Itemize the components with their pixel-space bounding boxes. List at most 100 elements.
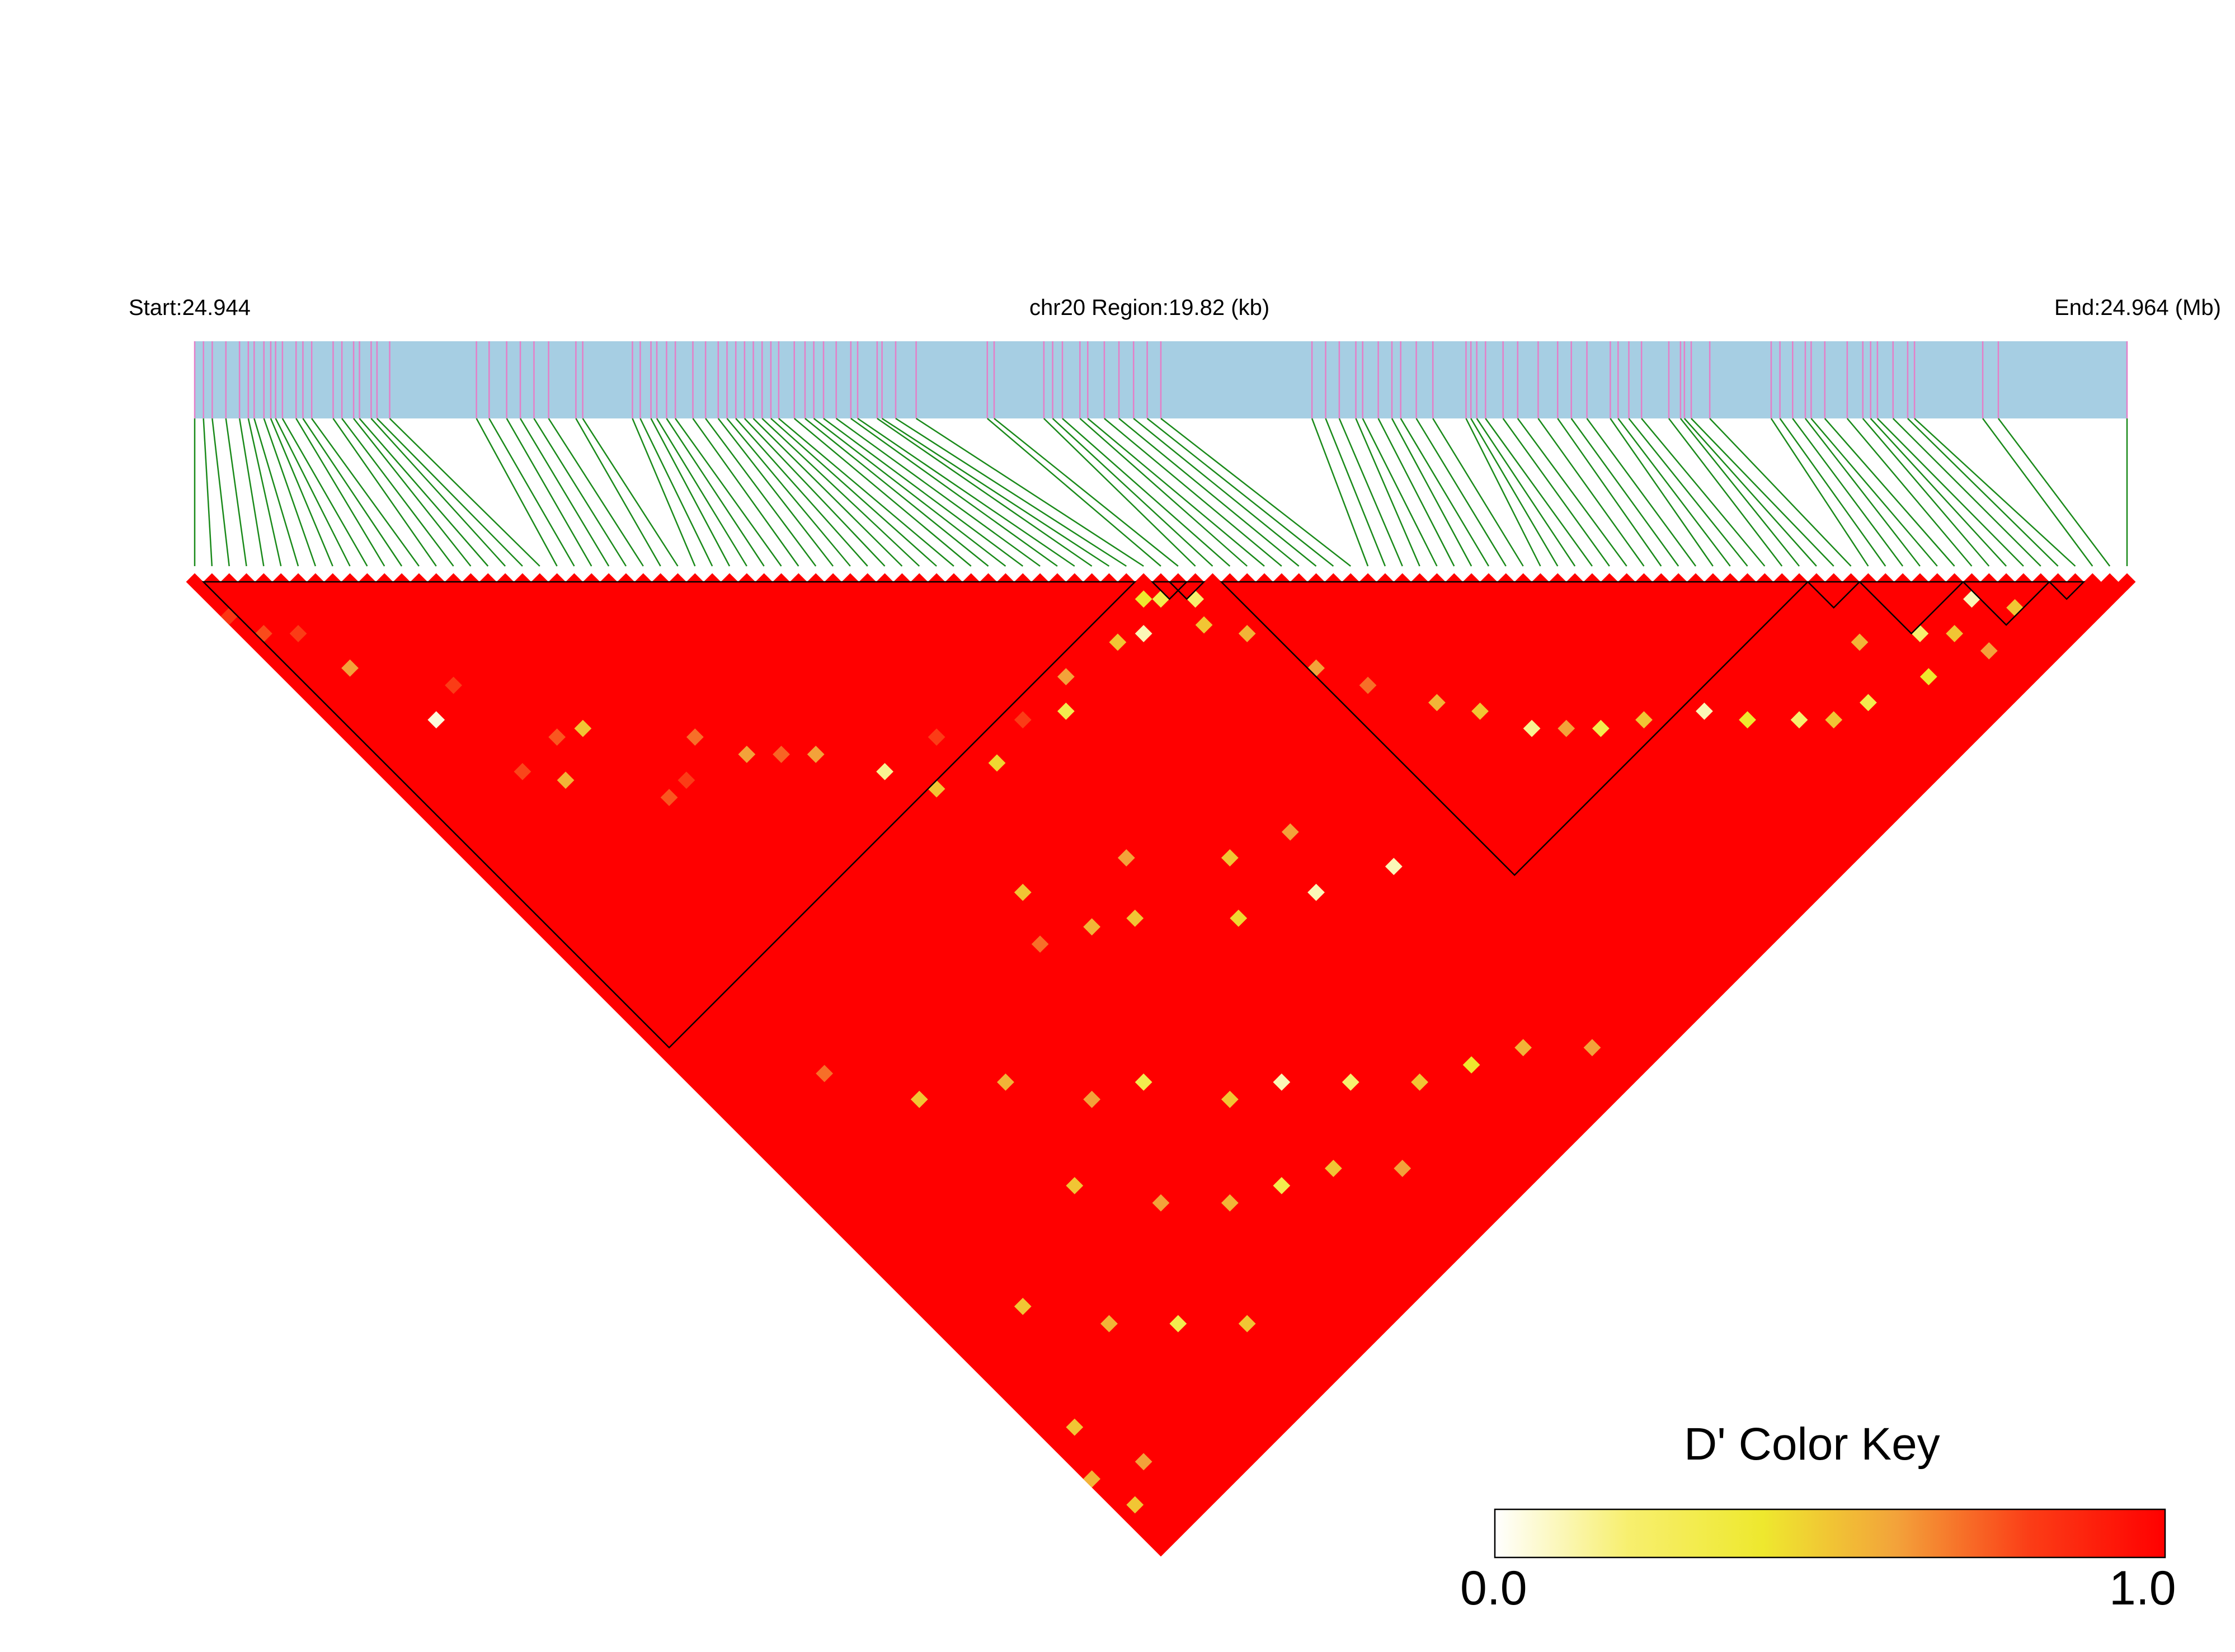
snp-connector (247, 418, 282, 567)
snp-connector (1557, 418, 1662, 567)
ld-cell (1696, 702, 1713, 720)
snp-connector (270, 418, 333, 567)
snp-connector (238, 418, 265, 567)
ld-cell (548, 728, 566, 746)
ld-cell (514, 763, 531, 780)
snp-connector (1679, 418, 1800, 567)
snp-connector (895, 417, 1127, 567)
ld-cell (988, 754, 1006, 772)
snp-connector (793, 418, 972, 567)
snp-connector (332, 418, 437, 567)
snp-connector (1311, 418, 1369, 567)
snp-connector (582, 418, 679, 567)
ld-block-outline (201, 581, 1137, 1049)
snp-connector (1810, 418, 1938, 567)
snp-diamond (2101, 573, 2119, 591)
ld-matrix-background (186, 582, 2136, 1557)
snp-connector (1914, 418, 2076, 567)
ld-cell (1411, 1073, 1429, 1091)
ld-cell (220, 608, 238, 625)
snp-connector (986, 418, 1161, 567)
snp-connector (717, 418, 834, 567)
ld-cell (1980, 642, 1998, 660)
snp-connector (1779, 418, 1886, 567)
snp-connector (389, 418, 540, 567)
ld-cell (1273, 1073, 1291, 1091)
snp-connector (666, 418, 765, 567)
start-label: Start:24.944 (129, 295, 251, 320)
ld-cell (1558, 719, 1575, 737)
snp-connector (915, 417, 1144, 567)
snp-connector (1465, 418, 1541, 567)
ld-cell (1066, 1176, 1084, 1194)
ld-cell (1739, 711, 1756, 729)
snp-connector (1415, 418, 1507, 567)
ld-cell (910, 1090, 928, 1108)
ld-cell (1135, 1453, 1152, 1471)
ld-block-outline (1857, 581, 1965, 635)
snp-connector (752, 418, 903, 567)
snp-connector (1804, 418, 1921, 567)
snp-connector (1362, 418, 1438, 567)
ld-cell (677, 771, 695, 789)
snp-connector (770, 418, 937, 567)
ld-cell (1135, 590, 1152, 608)
snp-connector (692, 418, 799, 567)
snp-connector (1537, 418, 1645, 567)
snp-diamond (1204, 573, 1221, 591)
snp-connector (353, 418, 472, 567)
ld-cell (1066, 1418, 1084, 1436)
snp-connector (705, 418, 817, 567)
snp-connector (650, 418, 731, 567)
snp-connector (1391, 418, 1472, 567)
color-key-max-label: 1.0 (2109, 1561, 2176, 1615)
snp-connector (263, 418, 317, 567)
snp-connector (1118, 418, 1300, 567)
snp-connector (1586, 418, 1697, 567)
snp-connector (1355, 418, 1420, 567)
snp-connector (1870, 418, 2007, 567)
snp-connector (823, 417, 1024, 567)
ld-cell (1851, 633, 1869, 651)
ld-cell (1592, 719, 1610, 737)
ld-cell (1324, 1160, 1342, 1177)
snp-diamond (2118, 573, 2136, 591)
snp-connector (761, 418, 920, 567)
ld-cell (660, 789, 678, 806)
ld-cell (1014, 1297, 1032, 1315)
snp-connector (302, 418, 403, 567)
snp-connector (281, 418, 368, 567)
snp-connector (1683, 418, 1817, 567)
ld-cell (1083, 1090, 1101, 1108)
ld-block-outline (1219, 581, 1810, 877)
ld-cell (1014, 711, 1032, 729)
snp-connector (1133, 418, 1317, 567)
ld-cell (1083, 1470, 1101, 1488)
snp-connector (1668, 418, 1783, 567)
snp-connector (376, 418, 523, 567)
snp-connector (1610, 418, 1714, 567)
ld-cell (1825, 711, 1843, 729)
snp-connector (1517, 418, 1627, 567)
ld-cell (1281, 823, 1299, 841)
ld-block-outlines (201, 581, 2086, 1049)
ld-cell (1790, 711, 1808, 729)
snp-connector (203, 418, 213, 567)
ld-cell (1014, 883, 1032, 901)
snp-connector (506, 418, 592, 567)
snp-connector (1062, 418, 1231, 567)
ld-cell (1238, 625, 1256, 642)
ld-cell (1083, 918, 1101, 936)
ld-cell (427, 711, 445, 729)
snp-connector (1770, 418, 1869, 567)
ld-cell (1152, 1194, 1170, 1212)
snp-connector (675, 418, 782, 567)
ld-cell (1230, 909, 1248, 927)
snp-connector (850, 417, 1058, 567)
ld-cell (1523, 719, 1541, 737)
ld-cell (1057, 668, 1075, 686)
ld-matrix (186, 573, 2136, 1557)
snp-connector (1338, 418, 1403, 567)
ld-cell (1359, 676, 1377, 694)
ld-cell (1307, 883, 1325, 901)
